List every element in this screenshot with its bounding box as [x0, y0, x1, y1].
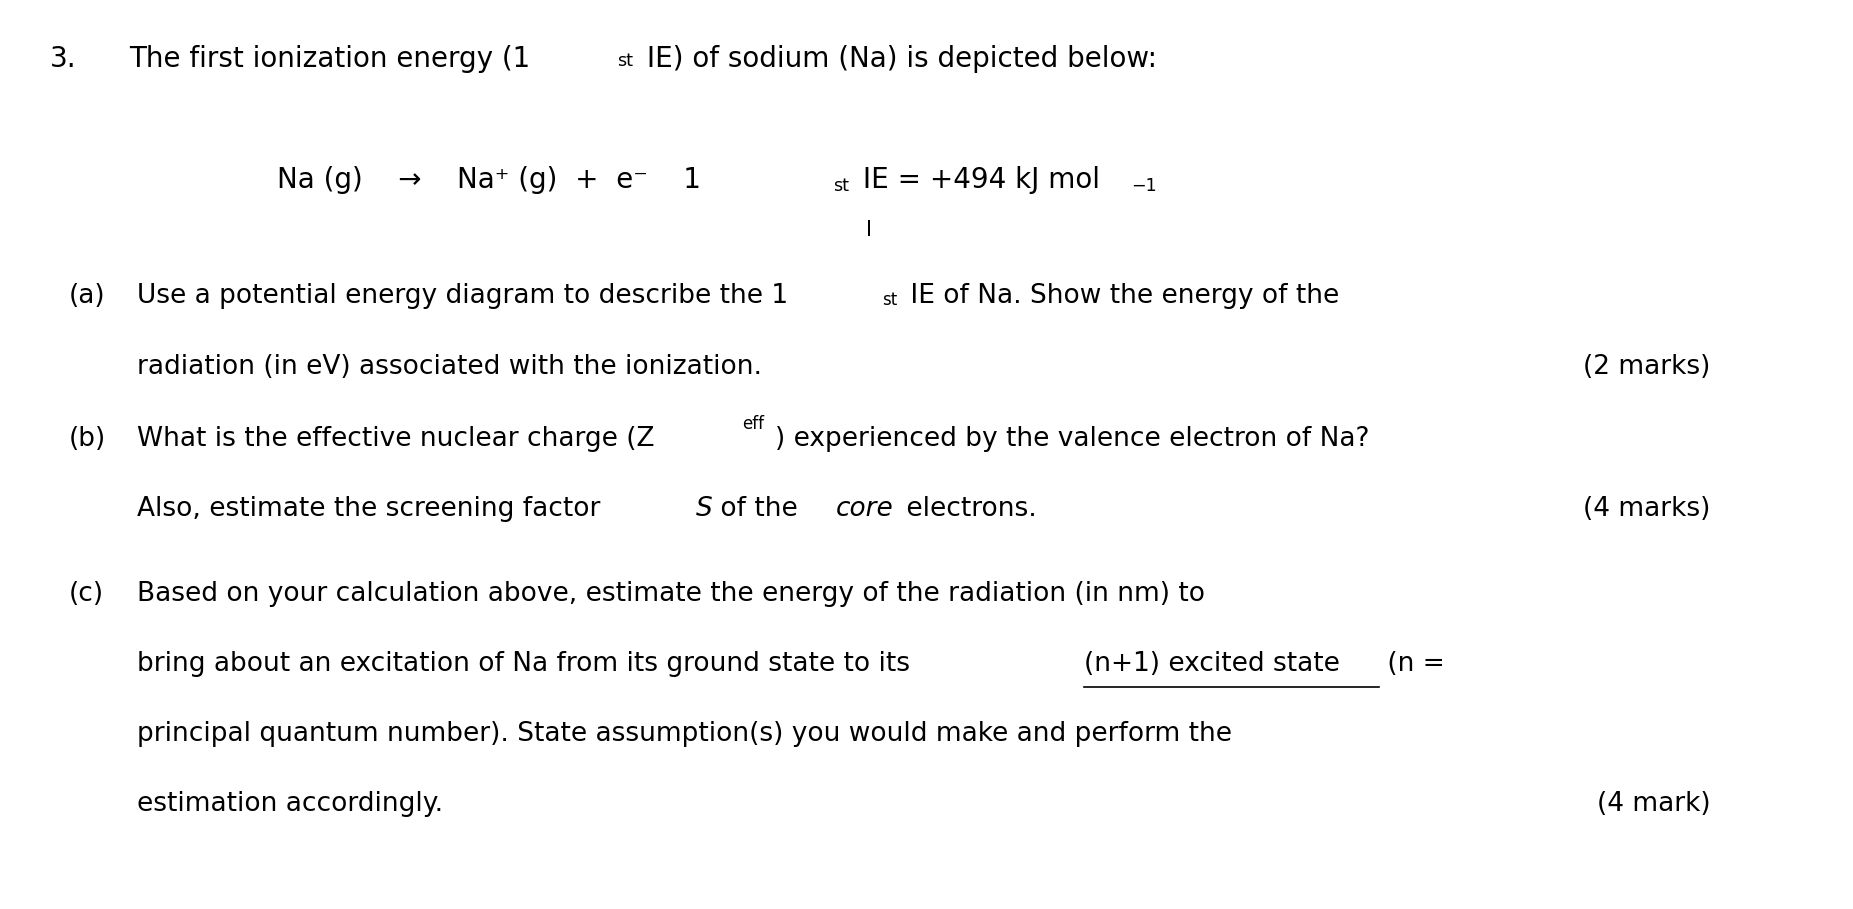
Text: st: st [832, 177, 849, 195]
Text: (4 marks): (4 marks) [1582, 496, 1710, 522]
Text: Also, estimate the screening factor: Also, estimate the screening factor [137, 496, 610, 522]
Text: ) experienced by the valence electron of Na?: ) experienced by the valence electron of… [775, 425, 1369, 452]
Text: The first ionization energy (1: The first ionization energy (1 [130, 45, 530, 73]
Text: −1: −1 [1132, 177, 1158, 195]
Text: (c): (c) [69, 581, 104, 606]
Text: bring about an excitation of Na from its ground state to its: bring about an excitation of Na from its… [137, 651, 919, 677]
Text: S: S [697, 496, 713, 522]
Text: (n =: (n = [1379, 651, 1445, 677]
Text: radiation (in eV) associated with the ionization.: radiation (in eV) associated with the io… [137, 354, 762, 380]
Text: (a): (a) [69, 284, 106, 309]
Text: IE of Na. Show the energy of the: IE of Na. Show the energy of the [902, 284, 1340, 309]
Text: electrons.: electrons. [899, 496, 1036, 522]
Text: 3.: 3. [50, 45, 78, 73]
Text: I: I [865, 220, 873, 240]
Text: st: st [617, 52, 634, 70]
Text: (2 marks): (2 marks) [1582, 354, 1710, 380]
Text: core: core [836, 496, 893, 522]
Text: estimation accordingly.: estimation accordingly. [137, 792, 443, 817]
Text: Use a potential energy diagram to describe the 1: Use a potential energy diagram to descri… [137, 284, 788, 309]
Text: (n+1) excited state: (n+1) excited state [1084, 651, 1340, 677]
Text: What is the effective nuclear charge (Z: What is the effective nuclear charge (Z [137, 425, 654, 452]
Text: (b): (b) [69, 425, 106, 452]
Text: Na (g)    →    Na⁺ (g)  +  e⁻    1: Na (g) → Na⁺ (g) + e⁻ 1 [278, 166, 700, 195]
Text: (4 mark): (4 mark) [1597, 792, 1710, 817]
Text: IE) of sodium (Na) is depicted below:: IE) of sodium (Na) is depicted below: [637, 45, 1158, 73]
Text: of the: of the [712, 496, 806, 522]
Text: Based on your calculation above, estimate the energy of the radiation (in nm) to: Based on your calculation above, estimat… [137, 581, 1204, 606]
Text: st: st [882, 292, 897, 309]
Text: principal quantum number). State assumption(s) you would make and perform the: principal quantum number). State assumpt… [137, 721, 1232, 747]
Text: eff: eff [743, 415, 765, 433]
Text: IE = +494 kJ mol: IE = +494 kJ mol [854, 166, 1099, 195]
